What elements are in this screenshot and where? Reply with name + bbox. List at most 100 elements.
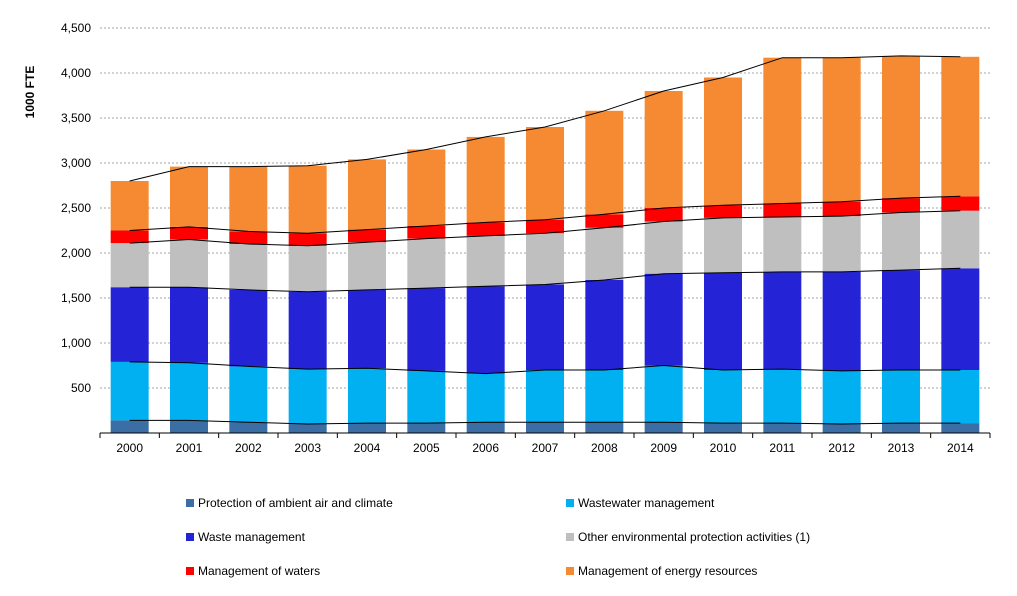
- y-tick-label: 3,500: [61, 111, 91, 125]
- series-connector-line: [129, 267, 961, 293]
- bar-protection-of-ambient-air-and-climate: [229, 422, 268, 433]
- legend-item: Management of energy resources: [566, 564, 757, 578]
- legend-label: Management of energy resources: [578, 564, 758, 578]
- bar-management-of-waters: [585, 214, 624, 228]
- bar-wastewater-management: [882, 370, 920, 424]
- bar-other-environmental-protection-activities-1: [882, 212, 920, 271]
- bar-other-environmental-protection-activities-1: [229, 244, 268, 290]
- bar-waste-management: [704, 272, 742, 370]
- bar-management-of-energy-resources: [170, 166, 208, 227]
- series-connector-line: [129, 210, 961, 247]
- x-tick-label: 2005: [413, 441, 440, 455]
- bar-protection-of-ambient-air-and-climate: [882, 423, 920, 433]
- legend-label: Management of waters: [198, 564, 321, 578]
- y-tick-label: 3,000: [61, 156, 91, 170]
- bar-management-of-waters: [941, 196, 980, 211]
- bar-management-of-energy-resources: [466, 136, 505, 223]
- bar-other-environmental-protection-activities-1: [941, 210, 980, 269]
- bar-waste-management: [526, 284, 564, 370]
- bar-protection-of-ambient-air-and-climate: [466, 422, 505, 433]
- y-axis-label: 1000 FTE: [23, 66, 37, 119]
- legend-swatch: [186, 499, 194, 507]
- x-tick-label: 2002: [235, 441, 262, 455]
- bar-wastewater-management: [526, 370, 564, 423]
- bar-other-environmental-protection-activities-1: [644, 221, 683, 274]
- y-tick-label: 4,000: [61, 66, 91, 80]
- bar-protection-of-ambient-air-and-climate: [288, 424, 327, 433]
- bars: [110, 55, 980, 433]
- x-tick-label: 2014: [947, 441, 974, 455]
- bar-waste-management: [585, 280, 624, 370]
- bar-wastewater-management: [941, 370, 980, 424]
- bar-management-of-waters: [822, 201, 861, 217]
- y-tick-label: 4,500: [61, 21, 91, 35]
- legend-swatch: [566, 567, 574, 575]
- bar-management-of-waters: [526, 219, 564, 234]
- y-tick-label: 2,500: [61, 201, 91, 215]
- x-tick-label: 2007: [532, 441, 559, 455]
- y-tick-labels: 4,500 4,000 3,500 3,000 2,500 2,000 1,500 1,000…: [61, 21, 91, 395]
- series-connector-line: [129, 55, 961, 182]
- bar-wastewater-management: [585, 370, 624, 423]
- bar-management-of-waters: [466, 222, 505, 236]
- y-tick-label: 2,000: [61, 246, 91, 260]
- legend-item: Wastewater management: [566, 496, 714, 510]
- bar-protection-of-ambient-air-and-climate: [763, 423, 802, 433]
- bar-management-of-waters: [704, 205, 742, 218]
- bar-management-of-waters: [763, 203, 802, 217]
- bar-waste-management: [288, 291, 327, 370]
- legend-item: Protection of ambient air and climate: [186, 496, 393, 510]
- bar-wastewater-management: [110, 361, 149, 421]
- bar-management-of-energy-resources: [407, 149, 446, 226]
- bar-management-of-energy-resources: [585, 110, 624, 215]
- bar-other-environmental-protection-activities-1: [763, 217, 802, 272]
- legend-item: Other environmental protection activitie…: [566, 530, 810, 544]
- legend-swatch: [186, 533, 194, 541]
- bar-wastewater-management: [822, 370, 861, 424]
- bar-waste-management: [229, 289, 268, 367]
- x-tick-label: 2008: [591, 441, 618, 455]
- bar-other-environmental-protection-activities-1: [466, 235, 505, 287]
- legend-swatch: [186, 567, 194, 575]
- bar-other-environmental-protection-activities-1: [110, 243, 149, 288]
- x-tick-label: 2010: [710, 441, 737, 455]
- x-tick-label: 2009: [650, 441, 677, 455]
- legend-label: Waste management: [198, 530, 305, 544]
- bar-wastewater-management: [407, 370, 446, 424]
- bar-protection-of-ambient-air-and-climate: [348, 423, 386, 433]
- bar-protection-of-ambient-air-and-climate: [170, 420, 208, 433]
- bar-wastewater-management: [229, 366, 268, 423]
- bar-other-environmental-protection-activities-1: [526, 233, 564, 285]
- bar-protection-of-ambient-air-and-climate: [941, 423, 980, 433]
- bar-protection-of-ambient-air-and-climate: [110, 420, 149, 433]
- bar-wastewater-management: [288, 369, 327, 424]
- bar-management-of-energy-resources: [644, 91, 683, 208]
- x-tick-label: 2003: [294, 441, 321, 455]
- bar-wastewater-management: [466, 373, 505, 423]
- bar-management-of-waters: [882, 198, 920, 213]
- bar-wastewater-management: [170, 362, 208, 421]
- bar-wastewater-management: [348, 368, 386, 424]
- bar-waste-management: [822, 271, 861, 371]
- series-connector-line: [129, 361, 961, 375]
- bar-management-of-energy-resources: [229, 166, 268, 232]
- legend-swatch: [566, 499, 574, 507]
- bar-other-environmental-protection-activities-1: [822, 216, 861, 272]
- bar-other-environmental-protection-activities-1: [407, 238, 446, 289]
- bar-management-of-energy-resources: [882, 55, 920, 199]
- bar-waste-management: [882, 270, 920, 370]
- bar-management-of-waters: [170, 226, 208, 240]
- x-tick-label: 2013: [888, 441, 915, 455]
- bar-management-of-energy-resources: [704, 77, 742, 206]
- bar-protection-of-ambient-air-and-climate: [644, 422, 683, 433]
- bar-waste-management: [407, 288, 446, 371]
- y-tick-label: 1,500: [61, 291, 91, 305]
- bar-other-environmental-protection-activities-1: [704, 217, 742, 273]
- bar-management-of-waters: [288, 233, 327, 246]
- bar-wastewater-management: [644, 365, 683, 423]
- x-tick-label: 2004: [354, 441, 381, 455]
- bar-management-of-waters: [407, 226, 446, 239]
- series-connector-line: [129, 419, 961, 425]
- bar-protection-of-ambient-air-and-climate: [822, 424, 861, 433]
